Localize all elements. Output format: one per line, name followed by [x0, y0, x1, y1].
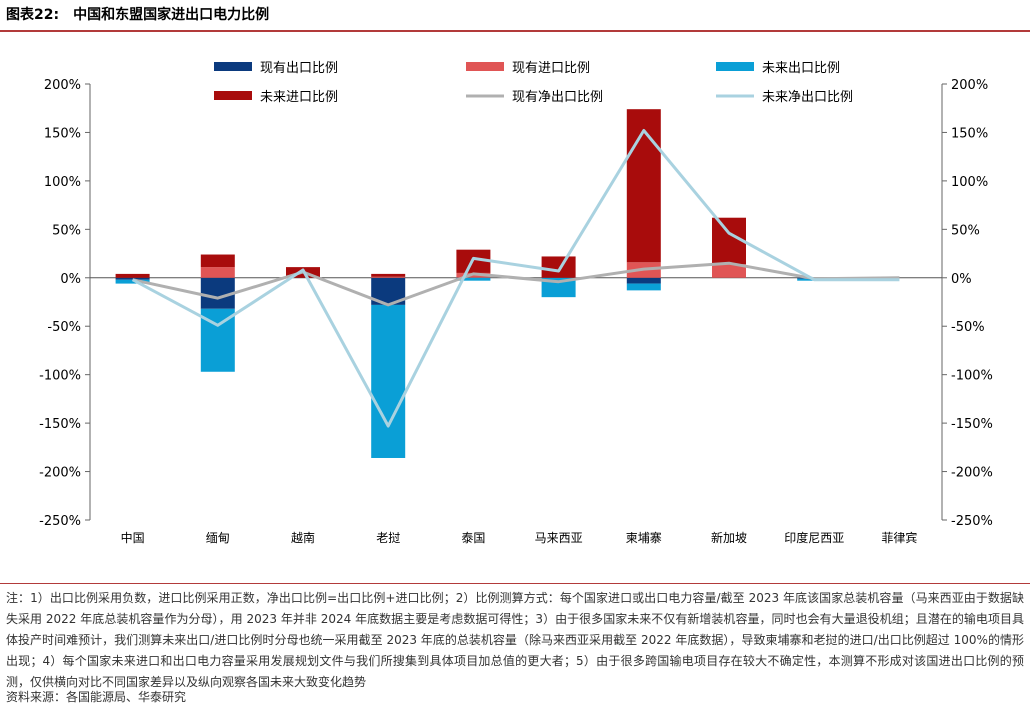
- y-tick-label-left: 100%: [44, 175, 81, 190]
- x-tick-label: 泰国: [461, 531, 485, 545]
- y-tick-label-right: 150%: [951, 126, 988, 141]
- bar-未来进口比例-中国: [115, 273, 150, 278]
- y-tick-label-right: -250%: [951, 514, 993, 529]
- y-tick-label-right: -200%: [951, 466, 993, 481]
- y-tick-label-left: -50%: [47, 320, 81, 335]
- x-tick-label: 菲律宾: [881, 530, 917, 545]
- x-tick-label: 老挝: [376, 531, 400, 545]
- legend-label: 现有进口比例: [512, 61, 590, 76]
- bar-未来进口比例-老挝: [371, 273, 406, 277]
- figure-label: 图表22:: [6, 7, 60, 23]
- note-rule: [0, 583, 1030, 584]
- legend-label: 现有净出口比例: [512, 90, 603, 105]
- y-tick-label-left: 150%: [44, 126, 81, 141]
- footnote: 注：1）出口比例采用负数，进口比例采用正数，净出口比例=出口比例+进口比例；2）…: [6, 591, 1024, 689]
- legend-swatch-现有出口比例: [214, 62, 252, 71]
- y-tick-label-left: 50%: [52, 223, 81, 238]
- legend-label: 未来出口比例: [762, 61, 840, 76]
- x-tick-label: 越南: [291, 530, 315, 545]
- x-tick-label: 马来西亚: [535, 531, 583, 545]
- y-tick-label-left: -200%: [39, 466, 81, 481]
- legend-label: 未来净出口比例: [762, 90, 853, 105]
- x-tick-label: 中国: [121, 530, 145, 545]
- figure-title: 图表22: 中国和东盟国家进出口电力比例: [6, 4, 269, 24]
- legend-label: 未来进口比例: [260, 90, 338, 105]
- y-tick-label-left: -100%: [39, 369, 81, 384]
- y-tick-label-left: -150%: [39, 417, 81, 432]
- y-tick-label-left: 200%: [44, 78, 81, 93]
- figure-title-text: 中国和东盟国家进出口电力比例: [73, 7, 270, 23]
- line-未来净出口比例: [131, 129, 900, 428]
- lines: [131, 129, 900, 428]
- axes: 200% 200% 150% 150% 100% 100% 50% 50% 0% 0% -50% -5…: [39, 78, 993, 545]
- bar-未来出口比例-柬埔寨: [626, 283, 661, 291]
- legend-swatch-未来出口比例: [716, 62, 754, 71]
- x-tick-label: 柬埔寨: [626, 530, 662, 545]
- x-tick-label: 新加坡: [711, 530, 747, 545]
- bar-未来出口比例-马来西亚: [541, 277, 576, 298]
- bar-未来出口比例-中国: [115, 279, 150, 284]
- y-tick-label-right: 0%: [951, 272, 972, 287]
- x-tick-label: 印度尼西亚: [784, 530, 844, 545]
- bar-未来进口比例-马来西亚: [541, 256, 576, 278]
- y-tick-label-right: 50%: [951, 223, 980, 238]
- legend-swatch-现有进口比例: [466, 62, 504, 71]
- bar-现有出口比例-中国: [115, 277, 150, 280]
- y-tick-label-right: -150%: [951, 417, 993, 432]
- line-现有净出口比例: [132, 261, 900, 307]
- y-tick-label-right: 200%: [951, 78, 988, 93]
- y-tick-label-right: -50%: [951, 320, 985, 335]
- y-tick-label-right: -100%: [951, 369, 993, 384]
- bars: [115, 109, 832, 458]
- bar-现有出口比例-柬埔寨: [626, 277, 661, 284]
- bar-现有进口比例-老挝: [371, 276, 406, 278]
- bar-未来进口比例-缅甸: [200, 254, 235, 268]
- bar-现有进口比例-新加坡: [712, 264, 746, 278]
- title-rule: [0, 30, 1030, 32]
- legend-label: 现有出口比例: [260, 61, 338, 76]
- legend-swatch-未来进口比例: [214, 91, 252, 100]
- y-tick-label-left: 0%: [60, 272, 81, 287]
- source-line: 资料来源：各国能源局、华泰研究: [6, 690, 187, 704]
- x-tick-label: 缅甸: [206, 531, 230, 545]
- bar-未来出口比例-老挝: [371, 304, 406, 458]
- bar-未来出口比例-泰国: [456, 277, 491, 281]
- bar-未来进口比例-柬埔寨: [626, 109, 661, 263]
- y-tick-label-right: 100%: [951, 175, 988, 190]
- y-tick-label-left: -250%: [39, 514, 81, 529]
- bar-现有进口比例-缅甸: [200, 267, 235, 278]
